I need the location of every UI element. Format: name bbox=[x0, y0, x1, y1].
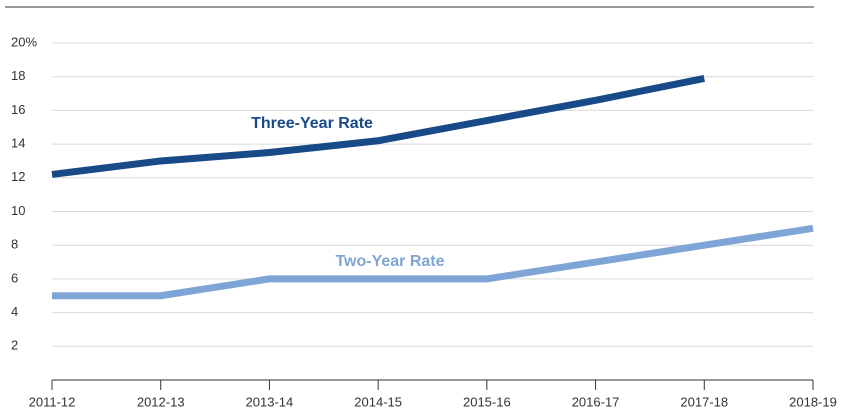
x-tick-label: 2011-12 bbox=[29, 394, 76, 409]
x-tick-label: 2016-17 bbox=[572, 394, 620, 409]
x-tick-label: 2015-16 bbox=[463, 394, 511, 409]
x-tick-label: 2014-15 bbox=[354, 394, 402, 409]
series-line bbox=[51, 74, 705, 178]
y-tick-label: 18 bbox=[11, 68, 25, 83]
series-label: Three-Year Rate bbox=[251, 115, 373, 132]
x-tick-label: 2017-18 bbox=[680, 394, 728, 409]
y-tick-label: 16 bbox=[11, 102, 25, 117]
y-tick-label: 6 bbox=[11, 270, 18, 285]
x-tick-label: 2012-13 bbox=[137, 394, 185, 409]
y-tick-label: 12 bbox=[11, 169, 25, 184]
y-tick-label: 14 bbox=[11, 136, 25, 151]
x-tick-label: 2013-14 bbox=[246, 394, 294, 409]
y-tick-label: 10 bbox=[11, 203, 25, 218]
series-label: Two-Year Rate bbox=[335, 253, 444, 270]
x-tick-label: 2018-19 bbox=[789, 394, 837, 409]
y-tick-label: 2 bbox=[11, 338, 18, 353]
series-line bbox=[52, 224, 814, 300]
y-tick-label: 20% bbox=[11, 34, 37, 49]
y-tick-label: 4 bbox=[11, 304, 18, 319]
y-tick-label: 8 bbox=[11, 237, 18, 252]
